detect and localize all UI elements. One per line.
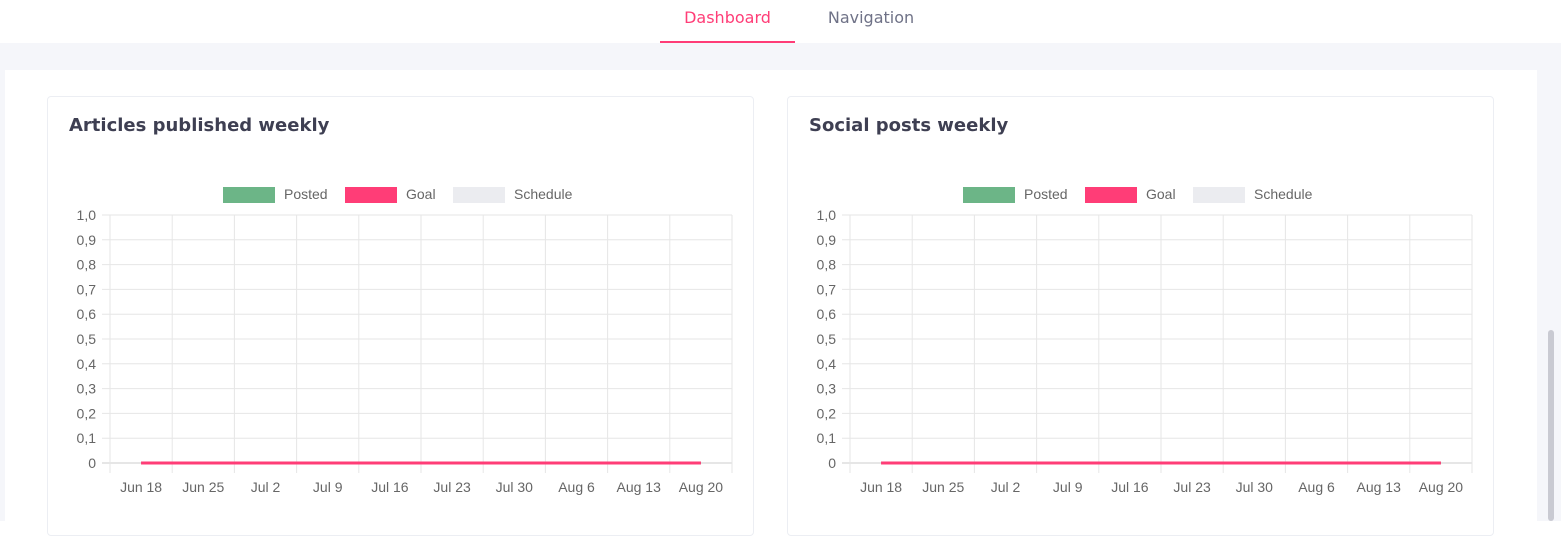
y-tick-label: 1,0 bbox=[817, 207, 837, 223]
x-tick-label: Jul 23 bbox=[1173, 479, 1211, 495]
top-tabs: Dashboard Navigation bbox=[0, 0, 1561, 43]
y-tick-label: 0,4 bbox=[817, 356, 837, 372]
y-tick-label: 0,8 bbox=[77, 257, 97, 273]
legend-label-schedule: Schedule bbox=[514, 186, 573, 202]
x-tick-label: Aug 13 bbox=[1357, 479, 1402, 495]
y-tick-label: 1,0 bbox=[77, 207, 97, 223]
x-tick-label: Aug 13 bbox=[617, 479, 662, 495]
y-tick-label: 0,5 bbox=[77, 331, 97, 347]
y-tick-label: 0,1 bbox=[77, 430, 97, 446]
x-tick-label: Jul 16 bbox=[371, 479, 409, 495]
x-tick-label: Aug 20 bbox=[1419, 479, 1464, 495]
social-chart: Posted Goal Schedule 0 0,1 0,2 0,3 0,4 0,5 0,6 0,7… bbox=[817, 186, 1473, 495]
legend-swatch-schedule bbox=[453, 187, 505, 203]
y-tick-label: 0,5 bbox=[817, 331, 837, 347]
y-tick-label: 0,8 bbox=[817, 257, 837, 273]
y-tick-label: 0,2 bbox=[77, 405, 97, 421]
x-tick-label: Jun 18 bbox=[120, 479, 162, 495]
y-tick-label: 0,7 bbox=[77, 281, 97, 297]
tab-navigation[interactable]: Navigation bbox=[827, 8, 915, 27]
x-tick-label: Jul 2 bbox=[251, 479, 281, 495]
legend-label-goal: Goal bbox=[1146, 186, 1176, 202]
x-tick-label: Aug 20 bbox=[679, 479, 724, 495]
articles-chart: Posted Goal Schedule 0 0,1 0,2 0,3 0,4 0,5 0,6 0,7… bbox=[77, 186, 733, 495]
y-tick-label: 0,2 bbox=[817, 405, 837, 421]
legend-label-schedule: Schedule bbox=[1254, 186, 1313, 202]
chart-title: Articles published weekly bbox=[69, 115, 330, 136]
legend-swatch-goal bbox=[1085, 187, 1137, 203]
legend-swatch-posted bbox=[223, 187, 275, 203]
x-tick-label: Jul 2 bbox=[991, 479, 1021, 495]
legend-swatch-schedule bbox=[1193, 187, 1245, 203]
legend-swatch-goal bbox=[345, 187, 397, 203]
social-chart-card: Social posts weekly Posted Goal Schedule 0 0… bbox=[787, 96, 1494, 536]
x-tick-label: Jul 23 bbox=[433, 479, 471, 495]
articles-chart-card: Articles published weekly Posted Goal Sche… bbox=[47, 96, 754, 536]
y-tick-label: 0 bbox=[828, 455, 836, 471]
y-tick-label: 0,3 bbox=[817, 381, 837, 397]
y-tick-label: 0,6 bbox=[817, 306, 837, 322]
y-tick-label: 0,9 bbox=[817, 232, 837, 248]
x-tick-label: Jul 30 bbox=[1236, 479, 1274, 495]
scrollbar-thumb[interactable] bbox=[1548, 330, 1554, 521]
x-tick-label: Jul 9 bbox=[1053, 479, 1083, 495]
legend-label-posted: Posted bbox=[284, 186, 328, 202]
y-tick-label: 0,9 bbox=[77, 232, 97, 248]
legend-label-posted: Posted bbox=[1024, 186, 1068, 202]
tab-dashboard[interactable]: Dashboard bbox=[660, 8, 795, 43]
y-tick-label: 0,7 bbox=[817, 281, 837, 297]
y-tick-label: 0,3 bbox=[77, 381, 97, 397]
y-tick-label: 0,4 bbox=[77, 356, 97, 372]
x-tick-label: Jul 9 bbox=[313, 479, 343, 495]
legend-label-goal: Goal bbox=[406, 186, 436, 202]
legend-swatch-posted bbox=[963, 187, 1015, 203]
x-tick-label: Aug 6 bbox=[558, 479, 595, 495]
x-tick-label: Jun 25 bbox=[182, 479, 224, 495]
chart-title: Social posts weekly bbox=[809, 115, 1009, 136]
y-tick-label: 0,1 bbox=[817, 430, 837, 446]
x-tick-label: Jun 18 bbox=[860, 479, 902, 495]
x-tick-label: Aug 6 bbox=[1298, 479, 1335, 495]
y-tick-label: 0 bbox=[88, 455, 96, 471]
x-tick-label: Jun 25 bbox=[922, 479, 964, 495]
scrollbar[interactable] bbox=[1540, 43, 1561, 521]
y-tick-label: 0,6 bbox=[77, 306, 97, 322]
x-tick-label: Jul 30 bbox=[496, 479, 534, 495]
x-tick-label: Jul 16 bbox=[1111, 479, 1149, 495]
